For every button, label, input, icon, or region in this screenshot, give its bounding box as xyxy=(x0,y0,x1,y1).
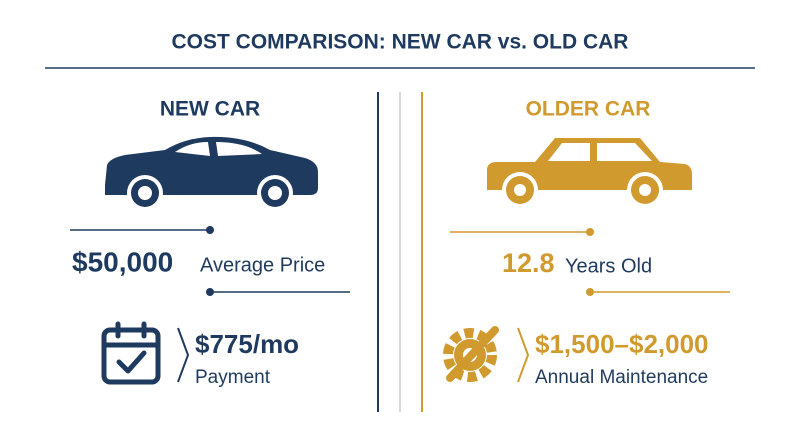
new-car-icon xyxy=(105,136,318,211)
stat-value: 12.8 xyxy=(502,248,555,278)
detail-label: Payment xyxy=(195,367,271,388)
column-heading: OLDER CAR xyxy=(526,98,651,121)
detail-value: $1,500–$2,000 xyxy=(535,329,709,359)
stat-label: Average Price xyxy=(200,254,325,276)
connector-dot xyxy=(586,228,594,236)
connector-dot xyxy=(586,288,594,296)
detail-value: $775/mo xyxy=(195,329,299,359)
chevron xyxy=(177,327,190,383)
calendar-icon xyxy=(101,321,161,385)
older-car-icon xyxy=(487,138,692,208)
connector-dot xyxy=(206,288,214,296)
title: COST COMPARISON: NEW CAR vs. OLD CAR xyxy=(172,31,629,54)
stat-value: $50,000 xyxy=(72,246,173,277)
chevron xyxy=(517,327,530,383)
column-heading: NEW CAR xyxy=(160,98,260,121)
stat-label: Years Old xyxy=(565,255,652,277)
detail-label: Annual Maintenance xyxy=(535,367,708,388)
gear-wrench-icon xyxy=(443,326,499,382)
connector-dot xyxy=(206,226,214,234)
